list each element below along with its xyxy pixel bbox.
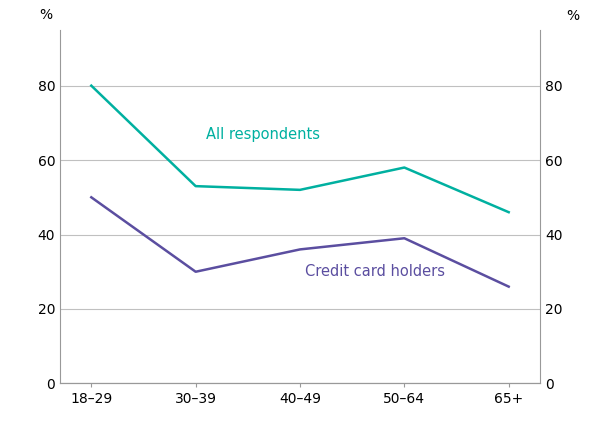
Text: %: % — [566, 9, 580, 23]
Text: All respondents: All respondents — [206, 127, 320, 141]
Text: %: % — [39, 9, 52, 23]
Text: Credit card holders: Credit card holders — [305, 264, 445, 279]
